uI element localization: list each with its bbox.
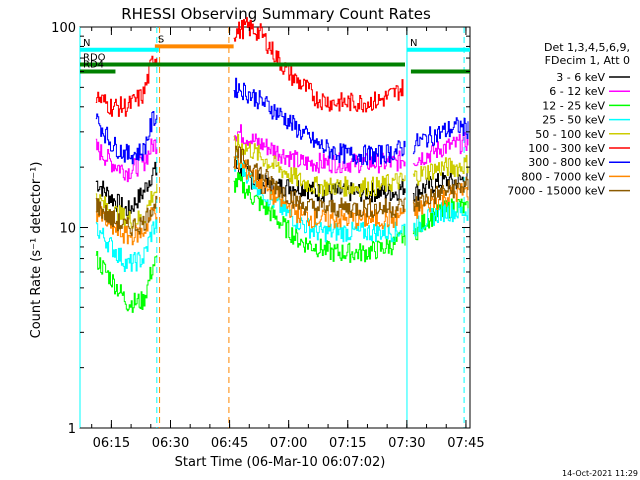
- axes: 1 10 100 06:15 06:30 06:45 07:00 07:15 07:30 07:4…: [51, 21, 485, 451]
- series-line: [95, 77, 469, 166]
- legend-entry: 7000 - 15000 keV: [507, 185, 605, 198]
- legend-entry: 300 - 800 keV: [528, 156, 605, 169]
- series-line: [95, 172, 469, 313]
- legend-entry: 800 - 7000 keV: [521, 170, 605, 183]
- legend-header: Det 1,3,4,5,6,9,: [544, 41, 630, 54]
- series-line: [95, 17, 404, 117]
- plot-frame: [79, 26, 471, 429]
- annotation-label: N: [83, 38, 90, 49]
- series-line: [95, 124, 469, 183]
- annotation-label: RDO: [83, 53, 106, 64]
- y-tick-label: 10: [59, 222, 76, 237]
- annotation-label: RD4: [83, 59, 104, 70]
- chart-title: RHESSI Observing Summary Count Rates: [121, 5, 431, 23]
- annotation-label: N: [410, 38, 417, 49]
- x-tick-label: 07:45: [447, 436, 484, 451]
- x-tick-label: 07:15: [329, 436, 366, 451]
- legend-header: FDecim 1, Att 0: [545, 54, 630, 67]
- x-tick-label: 06:15: [93, 436, 130, 451]
- y-tick-label: 100: [51, 21, 76, 36]
- x-tick-label: 07:00: [270, 436, 307, 451]
- vertical-markers: [79, 27, 465, 428]
- x-tick-label: 06:45: [211, 436, 248, 451]
- legend-entry: 3 - 6 keV: [556, 71, 605, 84]
- x-axis-label: Start Time (06-Mar-10 06:07:02): [175, 455, 386, 470]
- series-line: [95, 145, 469, 236]
- legend-entry: 12 - 25 keV: [542, 99, 605, 112]
- legend: Det 1,3,4,5,6,9,FDecim 1, Att 0 3 - 6 keV…: [507, 41, 630, 198]
- legend-entry: 25 - 50 keV: [542, 114, 605, 127]
- y-axis-label: Count Rate (s⁻¹ detector⁻¹): [29, 162, 44, 339]
- data-series: [95, 17, 469, 313]
- legend-entry: 50 - 100 keV: [535, 128, 605, 141]
- legend-entry: 100 - 300 keV: [528, 142, 605, 155]
- x-tick-label: 06:30: [152, 436, 189, 451]
- plot-area: [79, 26, 471, 429]
- annotation-label: S: [158, 34, 164, 45]
- x-tick-label: 07:30: [388, 436, 425, 451]
- y-tick-label: 1: [68, 422, 76, 437]
- footer-timestamp: 14-Oct-2021 11:29: [562, 469, 638, 478]
- legend-entry: 6 - 12 keV: [549, 85, 605, 98]
